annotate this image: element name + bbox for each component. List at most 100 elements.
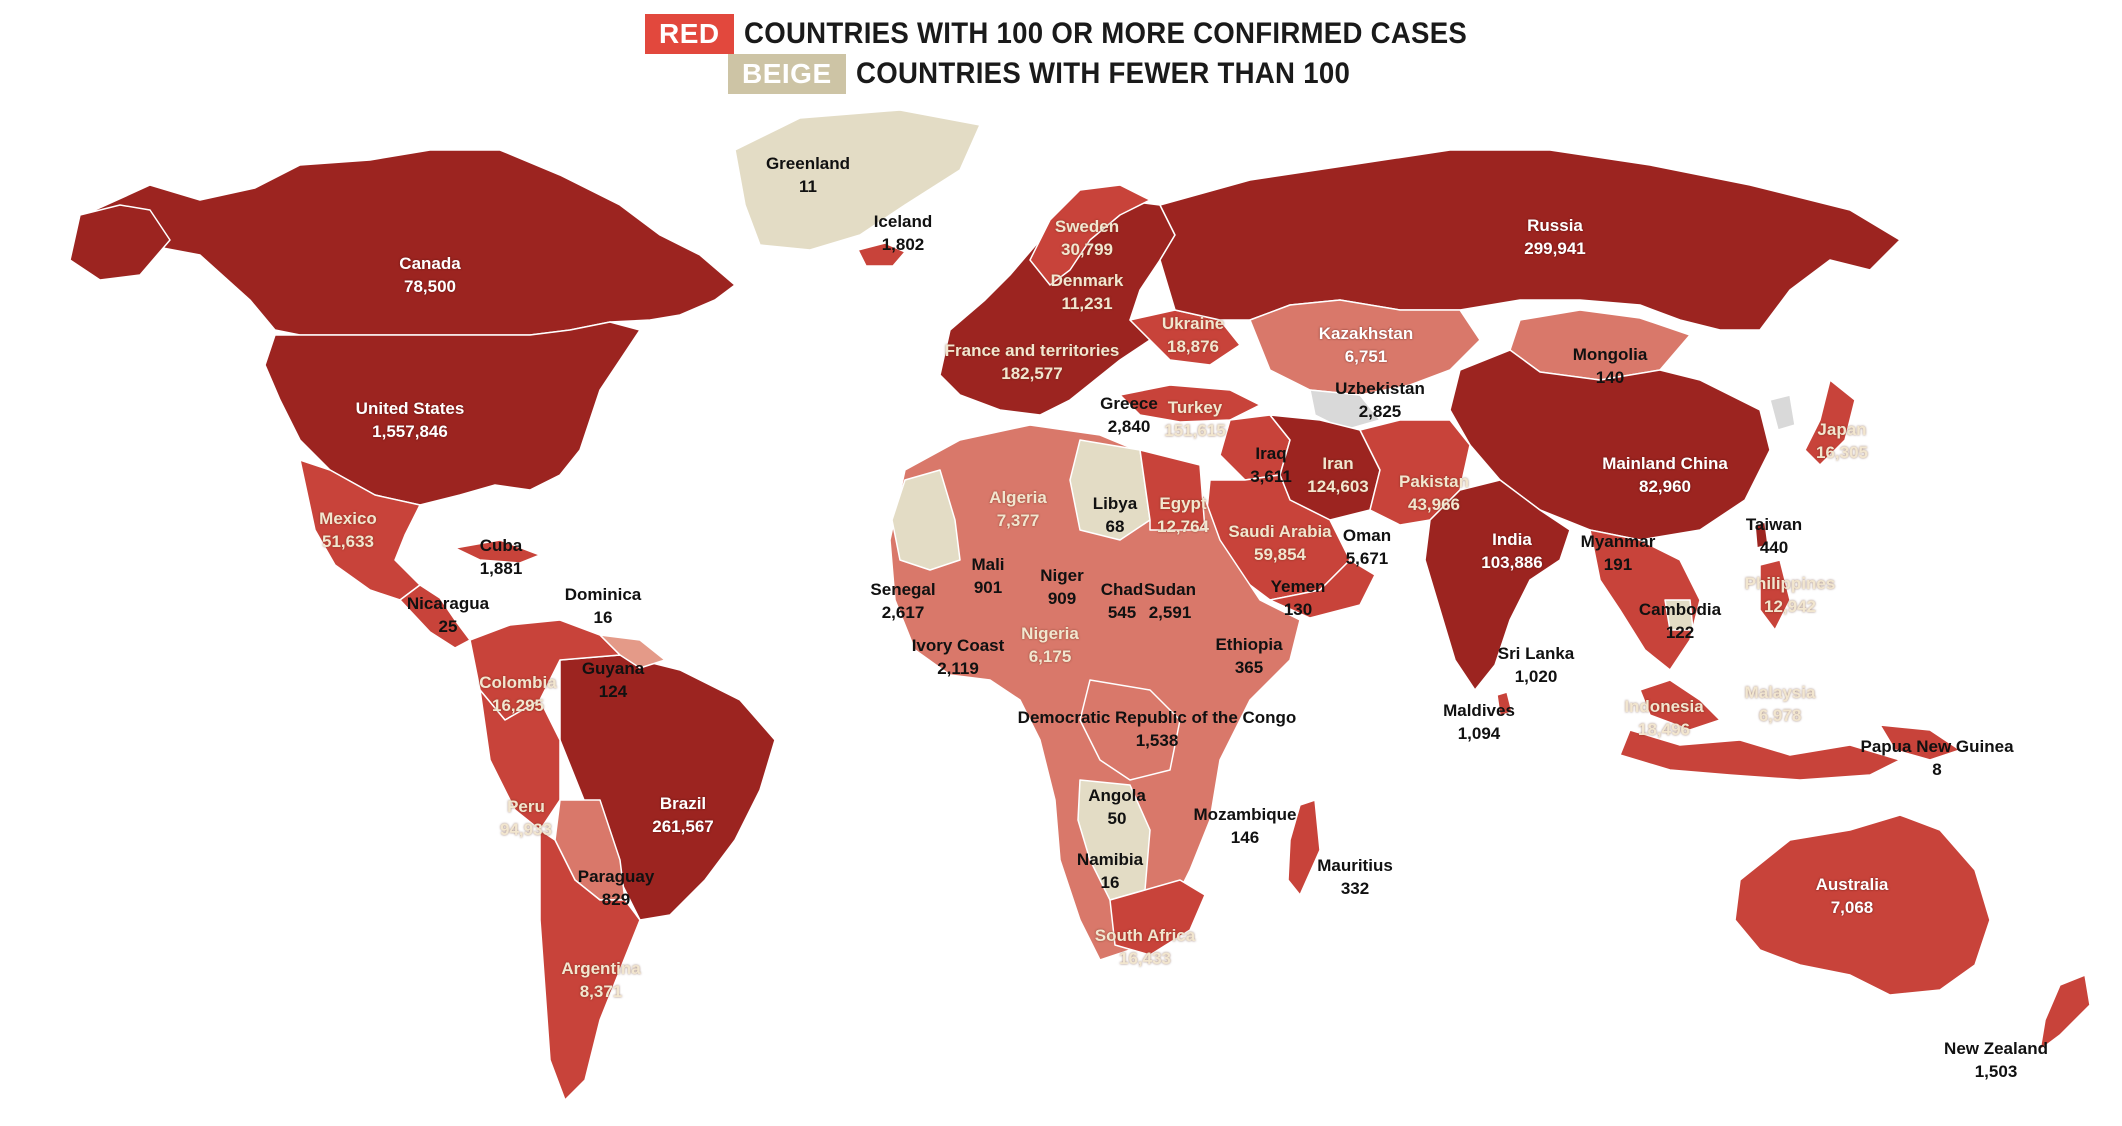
country-name: Chad [1100, 580, 1144, 599]
country-case-count: 182,577 [1001, 364, 1063, 383]
country-name: Nigeria [1021, 624, 1079, 643]
country-case-count: 16,433 [1119, 949, 1171, 968]
country-label: France and territories 182,577 [945, 339, 1120, 385]
country-label: Russia 299,941 [1524, 214, 1585, 260]
country-name: Angola [1088, 786, 1146, 805]
country-label: Kazakhstan 6,751 [1319, 322, 1413, 368]
country-label: Ivory Coast 2,119 [912, 634, 1005, 680]
land-japan [1804, 379, 1856, 466]
land-canada [94, 149, 736, 336]
country-case-count: 440 [1759, 538, 1789, 557]
country-label: Myanmar 191 [1581, 530, 1656, 576]
country-name: Mexico [319, 509, 377, 528]
country-name: Argentina [561, 959, 641, 978]
country-name: Ivory Coast [911, 636, 1005, 655]
country-name: Ethiopia [1215, 635, 1283, 654]
country-label: Libya 68 [1093, 492, 1137, 538]
country-label: Cambodia 122 [1639, 598, 1721, 644]
country-name: Russia [1527, 216, 1583, 235]
country-label: Colombia 16,295 [479, 671, 556, 717]
land-yemen [1269, 559, 1376, 619]
country-name: Cuba [479, 536, 523, 555]
country-case-count: 365 [1234, 658, 1264, 677]
country-case-count: 59,854 [1253, 545, 1306, 564]
country-label: Angola 50 [1088, 784, 1146, 830]
land-se-asia [1589, 529, 1701, 671]
land-iceland [857, 242, 906, 267]
country-case-count: 146 [1230, 828, 1260, 847]
country-label: Pakistan 43,966 [1399, 470, 1469, 516]
country-case-count: 130 [1283, 600, 1313, 619]
country-case-count: 1,802 [881, 235, 925, 254]
country-label: Iraq 3,611 [1250, 442, 1292, 488]
country-name: Mozambique [1193, 805, 1297, 824]
land-cambodia [1664, 599, 1694, 631]
country-label: Indonesia 18,496 [1624, 695, 1703, 741]
country-case-count: 30,799 [1061, 240, 1113, 259]
country-label: Mongolia 140 [1573, 343, 1648, 389]
country-name: Japan [1817, 420, 1867, 439]
country-name: Myanmar [1580, 532, 1656, 551]
country-name: Brazil [659, 794, 707, 813]
country-label: Yemen 130 [1271, 575, 1326, 621]
country-label: Nicaragua 25 [407, 592, 489, 638]
land-w-sahara [891, 469, 961, 571]
country-label: Democratic Republic of the Congo 1,538 [1018, 706, 1297, 752]
country-label: Papua New Guinea 8 [1860, 735, 2013, 781]
country-case-count: 151,615 [1164, 421, 1226, 440]
country-label: Ukraine 18,876 [1162, 312, 1224, 358]
country-case-count: 7,377 [996, 511, 1040, 530]
legend-red-badge: RED [645, 14, 734, 54]
country-name: Ukraine [1161, 314, 1225, 333]
country-case-count: 191 [1603, 555, 1633, 574]
country-case-count: 11,231 [1061, 294, 1113, 313]
country-name: Indonesia [1624, 697, 1704, 716]
land-newzealand [2039, 974, 2091, 1051]
country-label: Oman 5,671 [1343, 524, 1391, 570]
country-name: Maldives [1443, 701, 1515, 720]
country-label: Uzbekistan 2,825 [1335, 377, 1425, 423]
country-label: India 103,886 [1481, 528, 1542, 574]
country-label: Mexico 51,633 [319, 507, 377, 553]
country-name: Democratic Republic of the Congo [1017, 708, 1297, 727]
country-label: Niger 909 [1040, 564, 1083, 610]
country-name: Malaysia [1744, 683, 1816, 702]
country-label: Namibia 16 [1077, 848, 1143, 894]
land-russia [1159, 149, 1901, 331]
country-name: Niger [1040, 566, 1084, 585]
country-name: Peru [507, 797, 545, 816]
country-case-count: 1,020 [1514, 667, 1558, 686]
country-case-count: 103,886 [1481, 553, 1543, 572]
legend-red: RED COUNTRIES WITH 100 OR MORE CONFIRMED… [645, 12, 1530, 56]
country-case-count: 122 [1665, 623, 1695, 642]
country-case-count: 16 [593, 608, 613, 627]
country-case-count: 901 [973, 578, 1003, 597]
country-name: Pakistan [1399, 472, 1469, 491]
country-case-count: 78,500 [403, 277, 456, 296]
country-label: Iran 124,603 [1307, 452, 1368, 498]
country-case-count: 1,503 [1974, 1062, 2018, 1081]
country-label: Maldives 1,094 [1443, 699, 1515, 745]
land-usa [264, 321, 641, 506]
country-case-count: 25 [438, 617, 458, 636]
country-name: Mongolia [1572, 345, 1648, 364]
land-guyana [599, 634, 666, 669]
country-name: Turkey [1167, 398, 1223, 417]
country-label: Egypt 12,764 [1157, 492, 1209, 538]
country-name: Taiwan [1745, 515, 1803, 534]
country-label: Algeria 7,377 [989, 486, 1047, 532]
country-label: Guyana 124 [582, 657, 644, 703]
country-name: New Zealand [1944, 1039, 2048, 1058]
country-case-count: 16 [1100, 873, 1120, 892]
country-label: Argentina 8,371 [561, 957, 640, 1003]
country-label: Denmark 11,231 [1051, 269, 1124, 315]
land-greenland [734, 109, 981, 251]
country-label: Turkey 151,615 [1164, 396, 1225, 442]
country-name: Mauritius [1317, 856, 1393, 875]
country-name: Namibia [1076, 850, 1144, 869]
country-case-count: 1,094 [1457, 724, 1501, 743]
land-india [1424, 479, 1571, 691]
country-name: Algeria [989, 488, 1047, 507]
country-label: United States 1,557,846 [356, 397, 465, 443]
country-name: Sri Lanka [1497, 644, 1575, 663]
